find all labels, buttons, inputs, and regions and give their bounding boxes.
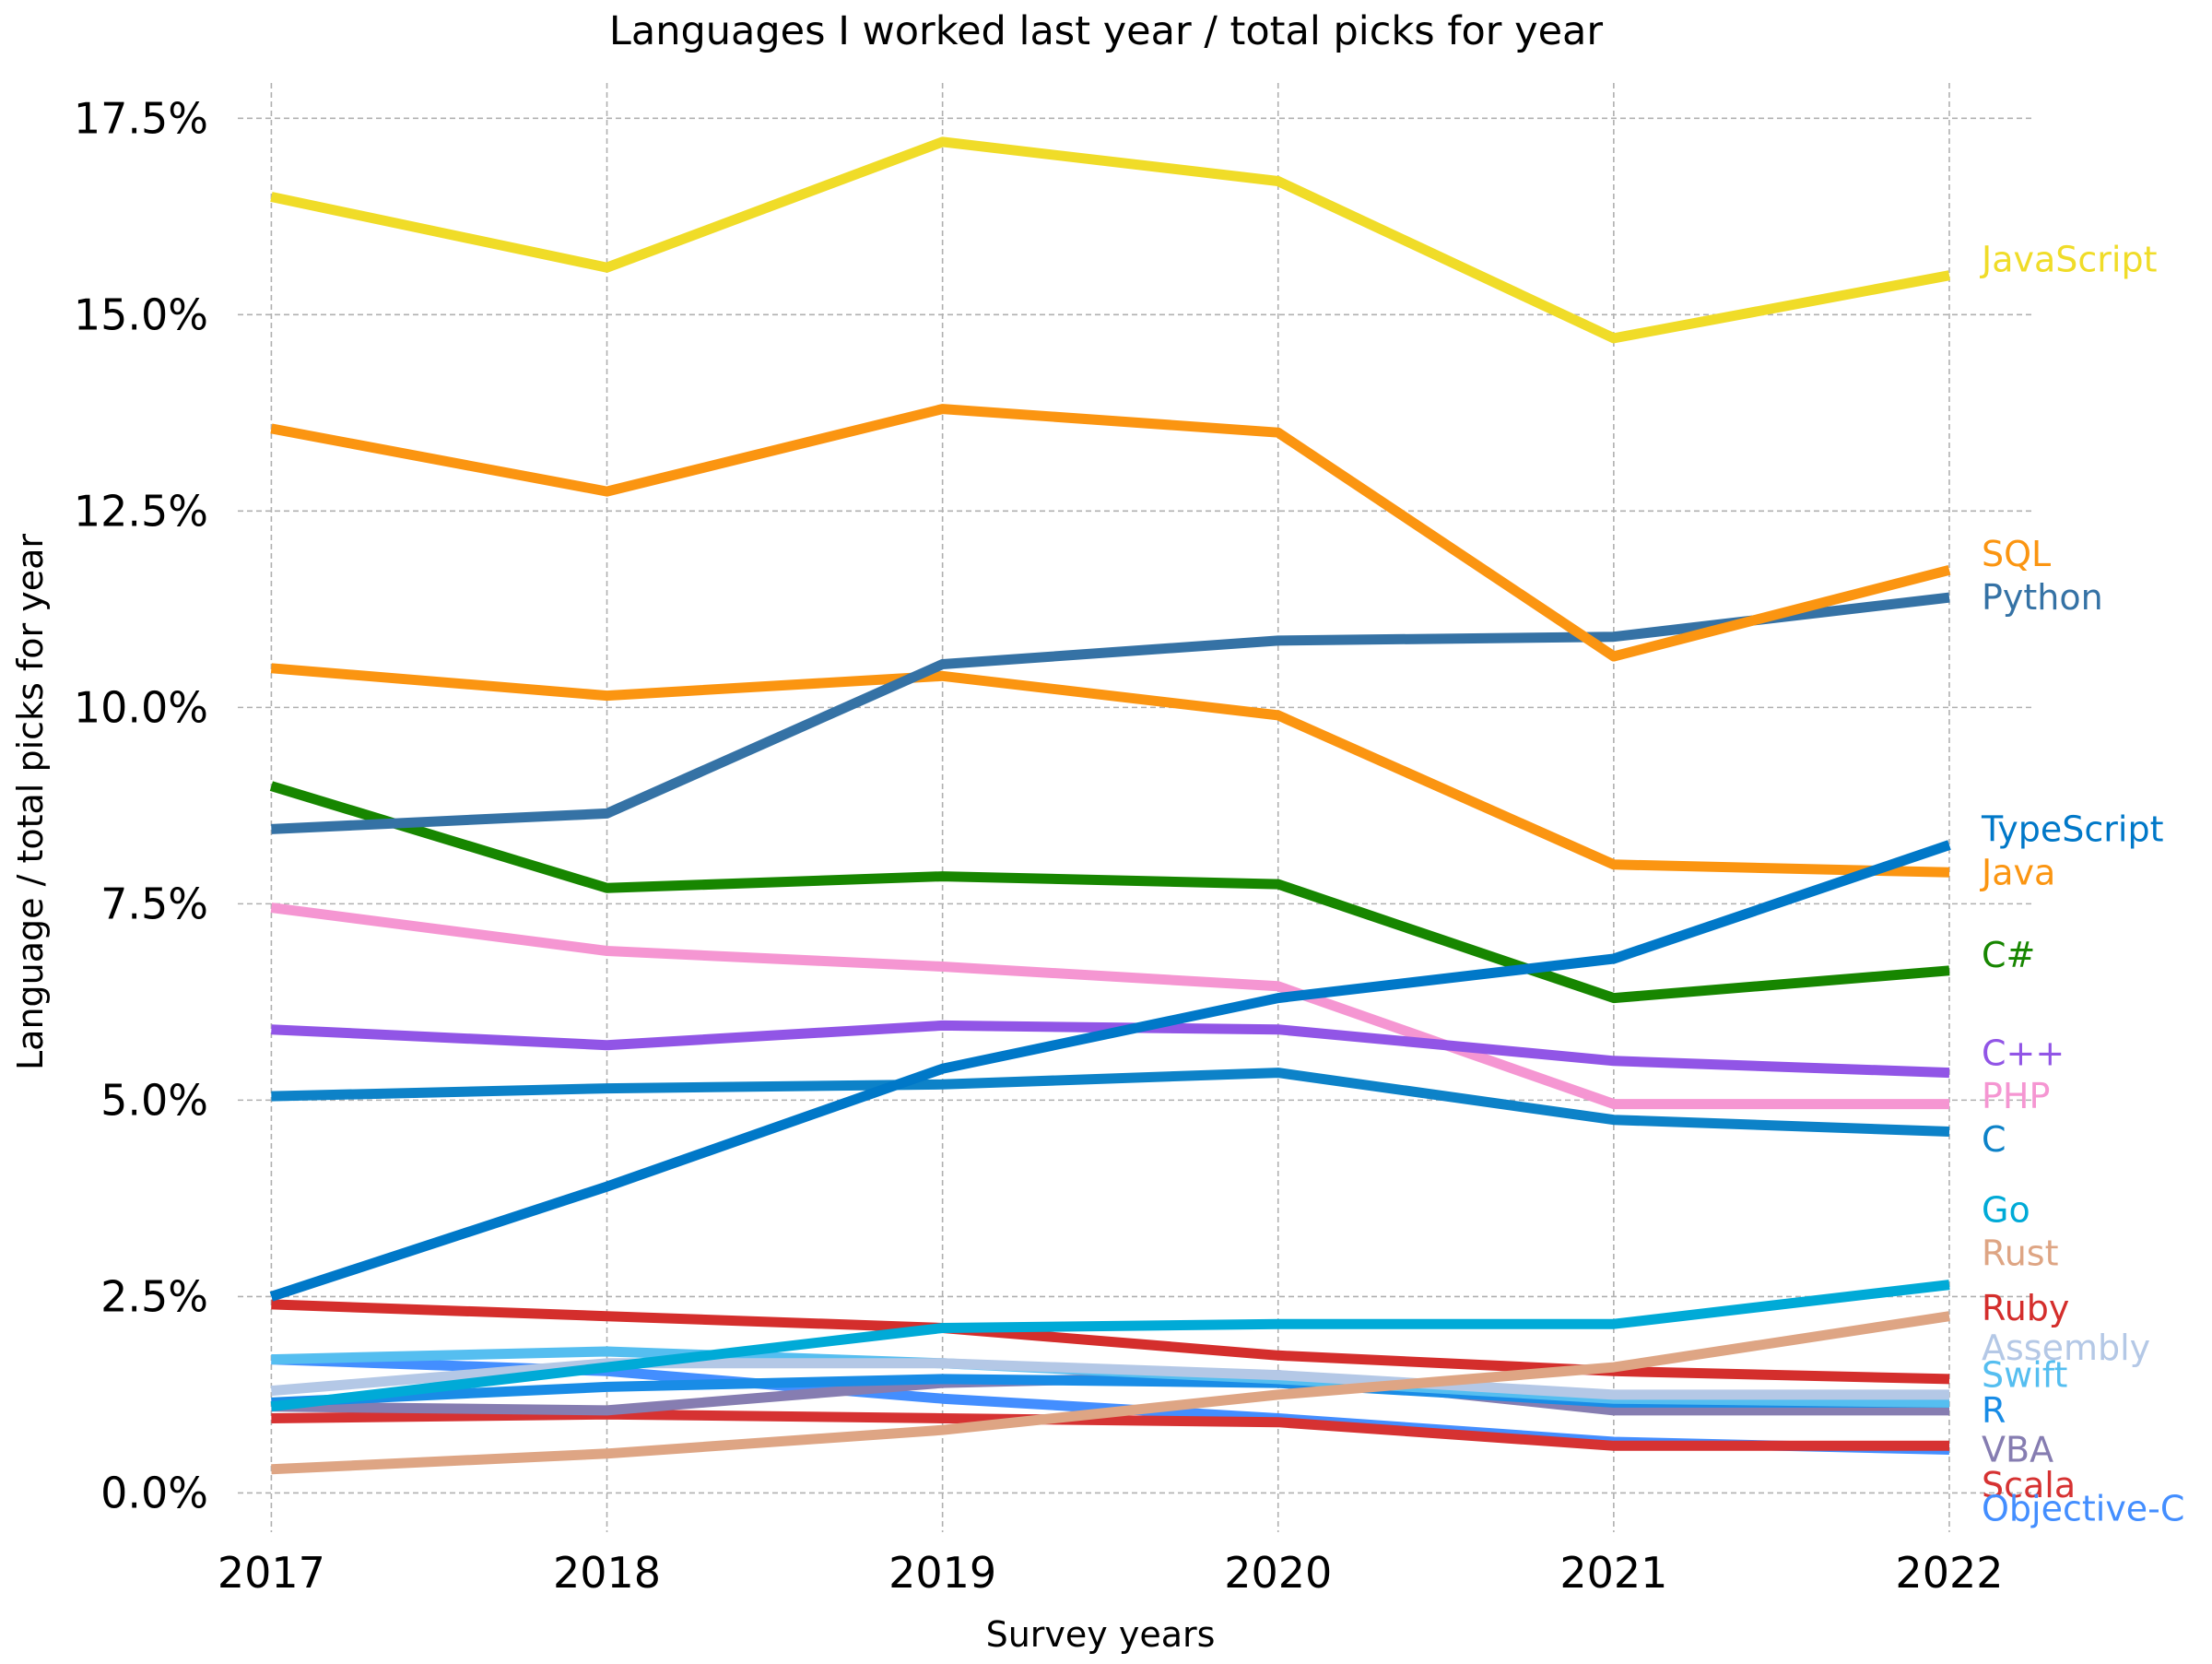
- series-label-python: Python: [1982, 577, 2103, 618]
- y-tick-label: 12.5%: [74, 486, 208, 536]
- x-tick-label: 2017: [218, 1548, 325, 1598]
- series-label-java: Java: [1980, 852, 2055, 892]
- series-line-scala: [271, 1409, 1949, 1451]
- series-label-vba: VBA: [1982, 1430, 2053, 1470]
- y-tick-label: 2.5%: [100, 1271, 208, 1321]
- series-label-objective-c: Objective-C: [1982, 1488, 2184, 1528]
- series-label-php: PHP: [1982, 1076, 2050, 1116]
- series-line-python: [271, 592, 1950, 834]
- series-label-assembly: Assembly: [1982, 1328, 2150, 1368]
- series-label-javascript: JavaScript: [1980, 240, 2157, 280]
- series-label-typescript: TypeScript: [1981, 808, 2164, 849]
- series-label-scala: Scala: [1982, 1465, 2076, 1505]
- y-tick-label: 0.0%: [100, 1468, 208, 1517]
- series-label-ruby: Ruby: [1982, 1288, 2069, 1328]
- series-label-c-: C#: [1982, 935, 2035, 975]
- series-label-sql: SQL: [1982, 534, 2051, 574]
- series-line-php: [270, 903, 1949, 1110]
- series-line-sql: [270, 404, 1951, 662]
- y-tick-label: 10.0%: [74, 682, 208, 732]
- series-label-c: C: [1982, 1119, 2006, 1160]
- series-line-c-: [271, 1020, 1950, 1079]
- x-tick-labels: 2017 2018 2019 2020 2021 2022: [218, 1548, 2004, 1598]
- y-tick-label: 7.5%: [100, 879, 208, 928]
- series-line-c: [271, 1068, 1950, 1137]
- series-label-r: R: [1982, 1390, 2006, 1431]
- series-line-rust: [271, 1311, 1950, 1475]
- series-line-typescript: [269, 840, 1951, 1302]
- series-line-ruby: [271, 1299, 1950, 1385]
- series-line-c-: [269, 781, 1950, 1004]
- series-label-go: Go: [1982, 1190, 2030, 1231]
- series-label-swift: Swift: [1982, 1355, 2067, 1396]
- x-tick-label: 2019: [888, 1548, 996, 1598]
- series-label-rust: Rust: [1982, 1233, 2058, 1274]
- y-axis-label: Language / total picks for year: [10, 534, 51, 1070]
- y-tick-label: 17.5%: [74, 93, 208, 143]
- x-axis-label: Survey years: [986, 1614, 1216, 1655]
- series-line-java: [270, 663, 1950, 878]
- x-tick-label: 2022: [1895, 1548, 2003, 1598]
- x-tick-label: 2018: [553, 1548, 661, 1598]
- y-tick-label: 15.0%: [74, 289, 208, 339]
- series-line-javascript: [270, 136, 1951, 344]
- grid-layer: [238, 83, 2033, 1532]
- x-tick-label: 2021: [1559, 1548, 1667, 1598]
- series-line-go: [270, 1280, 1950, 1412]
- series-line-assembly: [270, 1358, 1949, 1400]
- y-tick-labels: 0.0% 2.5% 5.0% 7.5% 10.0% 12.5% 15.0% 17.5%: [74, 93, 208, 1517]
- series-layer: [269, 136, 1951, 1475]
- series-label-c-: C++: [1982, 1033, 2065, 1073]
- x-tick-label: 2020: [1224, 1548, 1332, 1598]
- chart-title: Languages I worked last year / total pic…: [609, 8, 1603, 54]
- y-tick-label: 5.0%: [100, 1075, 208, 1125]
